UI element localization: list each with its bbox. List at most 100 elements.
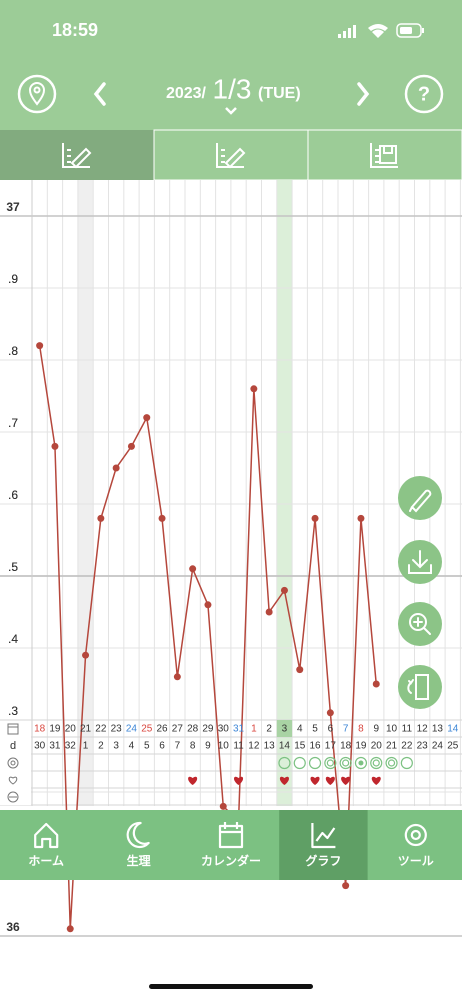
cycle-day: 11: [233, 741, 244, 752]
x-tick-label: 9: [373, 724, 379, 735]
temperature-point: [342, 882, 350, 890]
status-time: 18:59: [52, 20, 98, 40]
nav-icon[interactable]: [311, 823, 336, 849]
nav-icon[interactable]: [404, 823, 427, 847]
nav-label[interactable]: グラフ: [305, 853, 341, 868]
cycle-day: 24: [432, 741, 444, 752]
row-label: d: [10, 740, 16, 752]
temperature-point: [82, 651, 90, 659]
help-button[interactable]: ?: [404, 74, 444, 114]
tab-selected[interactable]: [0, 130, 154, 180]
tab-icons: [62, 143, 398, 169]
temperature-point: [250, 385, 258, 393]
x-tick-label: 4: [297, 724, 303, 735]
cycle-day: 3: [113, 741, 119, 752]
x-tick-label: 26: [156, 724, 168, 735]
next-button[interactable]: [357, 82, 370, 106]
nav-label[interactable]: ホーム: [28, 854, 64, 868]
nav-icon[interactable]: [34, 822, 59, 849]
x-tick-label: 21: [80, 724, 92, 735]
heart-mark: [325, 776, 335, 785]
y-tick-label: .6: [8, 488, 18, 502]
heart-mark: [371, 776, 381, 785]
test-mark: [385, 756, 398, 770]
temperature-point: [66, 925, 74, 933]
row-icon: [7, 723, 19, 735]
test-mark: [324, 756, 337, 770]
cycle-day: 4: [129, 741, 135, 752]
header-year: 2023/: [166, 85, 207, 102]
selected-date-cell: [276, 720, 293, 737]
cycle-day: 21: [386, 741, 398, 752]
header-bg: [0, 0, 462, 130]
nav-icon[interactable]: [126, 821, 150, 848]
x-tick-label: 10: [386, 724, 398, 735]
y-tick-label: .9: [8, 272, 18, 286]
fab-icon: [409, 489, 432, 513]
temperature-point: [265, 608, 273, 616]
cycle-day: 30: [34, 741, 46, 752]
temperature-point: [173, 673, 181, 681]
heart-mark: [234, 776, 244, 785]
cycle-day: 15: [294, 741, 306, 752]
row-icon: [10, 760, 16, 766]
temperature-point: [204, 601, 212, 609]
tab[interactable]: [307, 129, 462, 181]
row-icon: [7, 791, 19, 803]
nav-label[interactable]: ツール: [398, 854, 434, 868]
test-mark: [354, 756, 368, 770]
temperature-point: [112, 464, 120, 472]
nav-label[interactable]: カレンダー: [201, 853, 261, 868]
cycle-day: 17: [325, 741, 337, 752]
x-tick-label: 31: [233, 724, 245, 735]
cycle-day: 18: [340, 741, 352, 752]
home-indicator: [149, 984, 313, 989]
prev-button[interactable]: [93, 82, 106, 106]
x-tick-label: 14: [447, 724, 459, 735]
fab-icon: [409, 612, 431, 635]
x-tick-label: 11: [402, 724, 413, 735]
y-tick-label: .8: [8, 344, 18, 358]
svg-text:?: ?: [418, 83, 430, 105]
fab[interactable]: [398, 665, 442, 709]
nav-bar: [0, 810, 462, 880]
cycle-day: 19: [355, 741, 367, 752]
temperature-point: [219, 802, 227, 810]
x-tick-label: 23: [111, 724, 123, 735]
y-tick-label: .4: [8, 632, 18, 646]
fab[interactable]: [398, 602, 442, 646]
cycle-day: 13: [264, 741, 276, 752]
test-mark-inner: [326, 759, 334, 767]
y-tick-label: .9: [8, 272, 18, 286]
nav-label[interactable]: 生理: [127, 853, 151, 868]
selected-column: [276, 180, 293, 806]
temperature-point: [280, 586, 288, 594]
heart-mark: [188, 776, 198, 785]
cycle-day: 22: [401, 741, 413, 752]
x-tick-label: 27: [172, 724, 184, 735]
y-tick-label: .5: [8, 560, 18, 574]
temperature-point: [326, 709, 334, 717]
heart-mark: [310, 776, 320, 785]
fab-icon: [407, 674, 429, 700]
chart: .3.4.5.6.7.8.936.1.2.3.4.5.6.7.8.9371830…: [0, 180, 462, 937]
temperature-point: [311, 514, 319, 522]
nav-icon[interactable]: [218, 822, 244, 849]
x-tick-label: 18: [34, 724, 46, 735]
fab-group: [398, 476, 442, 709]
location-button[interactable]: [17, 74, 57, 114]
temperature-point: [51, 442, 59, 450]
cycle-day: 8: [190, 741, 196, 752]
cycle-day: 23: [417, 741, 429, 752]
nav: ホーム 生理 カレンダー グラフ ツール: [28, 810, 434, 880]
cycle-day: 5: [144, 741, 150, 752]
cycle-day: 10: [218, 741, 230, 752]
test-mark: [339, 756, 352, 770]
y-tick-label: .8: [8, 344, 18, 358]
x-tick-label: 5: [312, 724, 318, 735]
nav-selected-bg: [279, 810, 368, 880]
tab[interactable]: [153, 129, 309, 181]
cycle-day: 2: [98, 741, 104, 752]
date-caret[interactable]: [225, 107, 237, 115]
